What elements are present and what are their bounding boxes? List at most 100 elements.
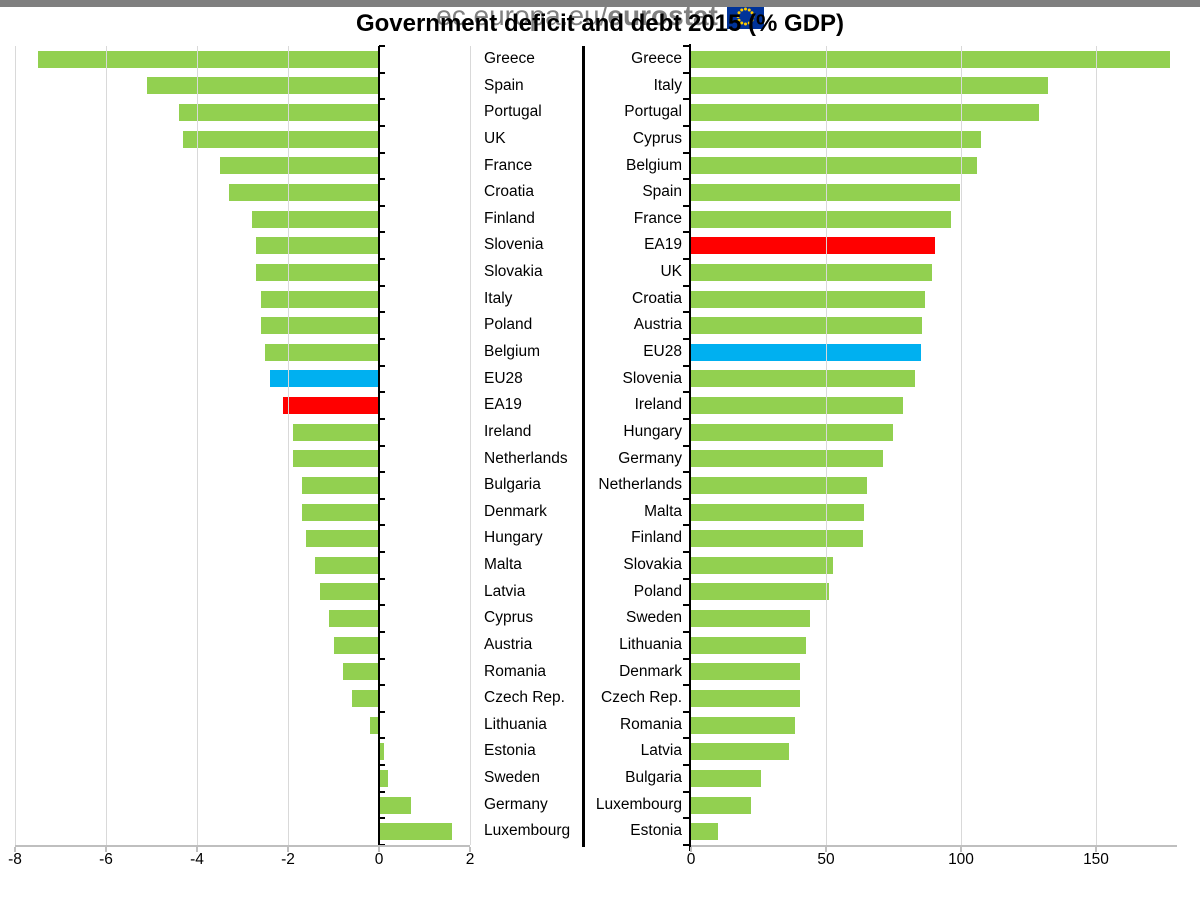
debt-label-cyprus: Cyprus	[632, 129, 682, 147]
deficit-xaxis-label-0: 0	[374, 851, 384, 868]
deficit-bar-uk	[183, 130, 379, 148]
debt-label-portugal: Portugal	[624, 103, 682, 121]
deficit-label-luxembourg: Luxembourg	[484, 822, 571, 840]
debt-bar-croatia	[691, 290, 926, 308]
debt-plot	[691, 46, 1177, 845]
debt-bar-estonia	[691, 823, 719, 841]
deficit-bar-cyprus	[328, 610, 379, 628]
eu-flag-icon	[726, 3, 764, 29]
debt-bar-italy	[691, 77, 1049, 95]
deficit-xaxis-tick--4	[196, 847, 198, 852]
debt-bar-romania	[691, 716, 795, 734]
debt-bar-bulgaria	[691, 769, 762, 787]
deficit-bar-denmark	[301, 503, 379, 521]
deficit-label-greece: Greece	[484, 50, 535, 67]
eu-flag-star	[751, 14, 755, 18]
deficit-xaxis-label--2: -2	[281, 851, 295, 868]
debt-bar-slovakia	[691, 556, 833, 574]
deficit-bar-germany	[379, 796, 411, 814]
deficit-bar-ireland	[292, 423, 379, 441]
deficit-label-sweden: Sweden	[484, 769, 541, 787]
debt-label-ireland: Ireland	[634, 396, 682, 414]
debt-label-luxembourg: Luxembourg	[595, 795, 682, 813]
debt-bar-latvia	[691, 743, 789, 761]
deficit-bar-luxembourg	[379, 823, 452, 841]
deficit-label-malta: Malta	[484, 556, 522, 574]
eu-flag-star	[743, 7, 747, 10]
debt-label-sweden: Sweden	[625, 609, 682, 627]
deficit-label-finland: Finland	[484, 209, 535, 227]
deficit-bar-austria	[333, 636, 379, 654]
deficit-label-austria: Austria	[484, 635, 533, 653]
debt-category-tick	[683, 764, 689, 767]
deficit-label-poland: Poland	[484, 316, 533, 334]
deficit-bar-sweden	[379, 769, 389, 787]
deficit-label-denmark: Denmark	[484, 502, 547, 520]
deficit-bar-czech-rep	[351, 690, 379, 708]
deficit-xaxis-tick--6	[105, 847, 107, 852]
debt-category-tick	[683, 98, 689, 101]
deficit-bar-latvia	[319, 583, 379, 601]
debt-bar-greece	[691, 50, 1170, 68]
deficit-bar-croatia	[228, 183, 379, 201]
debt-label-estonia: Estonia	[630, 822, 682, 840]
debt-label-slovenia: Slovenia	[622, 369, 682, 387]
debt-label-romania: Romania	[619, 715, 682, 733]
debt-category-tick	[683, 71, 689, 74]
debt-bar-eu28	[691, 343, 921, 361]
debt-bar-belgium	[691, 157, 977, 175]
deficit-xaxis-tick--2	[287, 847, 289, 852]
debt-category-tick	[683, 284, 689, 287]
debt-category-tick	[683, 790, 689, 793]
debt-label-croatia: Croatia	[632, 289, 682, 307]
debt-category-tick	[683, 604, 689, 607]
debt-xaxis-label-0: 0	[686, 851, 696, 868]
debt-label-poland: Poland	[633, 582, 682, 600]
deficit-label-france: France	[484, 156, 533, 174]
debt-label-italy: Italy	[653, 76, 682, 94]
debt-bar-ireland	[691, 397, 904, 415]
debt-label-slovakia: Slovakia	[623, 556, 682, 574]
debt-category-tick	[683, 311, 689, 314]
debt-category-tick	[683, 204, 689, 207]
debt-category-tick	[683, 844, 689, 846]
debt-xaxis-label-50: 50	[817, 851, 835, 868]
center-divider-line	[582, 46, 585, 847]
deficit-bar-estonia	[379, 743, 384, 761]
debt-bar-luxembourg	[691, 796, 751, 814]
debt-label-france: France	[633, 209, 682, 227]
deficit-bar-spain	[146, 77, 379, 95]
deficit-label-germany: Germany	[484, 795, 548, 813]
deficit-label-cyprus: Cyprus	[484, 609, 534, 627]
deficit-label-bulgaria: Bulgaria	[484, 476, 541, 494]
debt-category-tick	[683, 524, 689, 527]
debt-bar-ea19	[691, 237, 936, 255]
debt-bar-hungary	[691, 423, 893, 441]
debt-category-tick	[683, 231, 689, 234]
debt-xaxis-label-100: 100	[948, 851, 974, 868]
debt-label-greece: Greece	[631, 50, 682, 67]
eu-flag-star	[750, 18, 754, 22]
deficit-label-portugal: Portugal	[484, 103, 542, 121]
deficit-label-netherlands: Netherlands	[484, 449, 568, 467]
deficit-bar-poland	[260, 317, 379, 335]
debt-category-tick	[683, 391, 689, 394]
debt-category-tick	[683, 817, 689, 820]
debt-label-czech-rep: Czech Rep.	[601, 689, 682, 707]
deficit-label-latvia: Latvia	[484, 582, 526, 600]
deficit-label-estonia: Estonia	[484, 742, 536, 760]
eu-flag-star	[736, 14, 740, 18]
deficit-bar-romania	[342, 663, 379, 681]
debt-bar-malta	[691, 503, 864, 521]
debt-label-bulgaria: Bulgaria	[625, 769, 682, 787]
deficit-xaxis-label--8: -8	[8, 851, 22, 868]
debt-category-tick	[683, 684, 689, 687]
debt-category-tick	[683, 551, 689, 554]
deficit-label-croatia: Croatia	[484, 183, 534, 201]
debt-category-tick	[683, 710, 689, 713]
debt-category-tick	[683, 577, 689, 580]
debt-category-tick	[683, 178, 689, 181]
deficit-label-lithuania: Lithuania	[484, 715, 547, 733]
debt-bar-czech-rep	[691, 690, 800, 708]
deficit-xaxis-label--6: -6	[99, 851, 113, 868]
